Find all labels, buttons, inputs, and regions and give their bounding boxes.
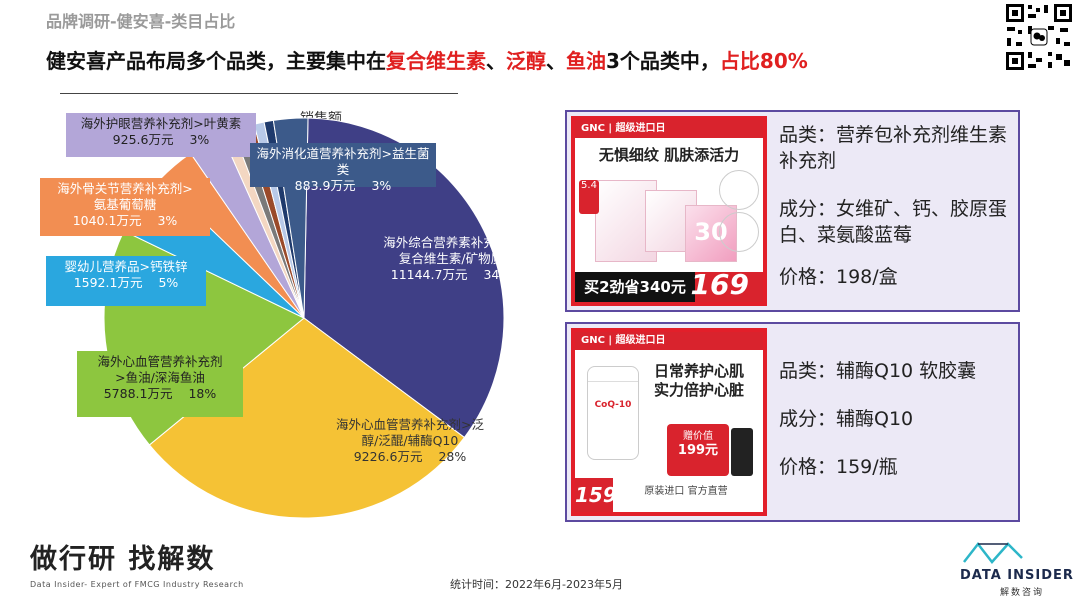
brand-logo: GNC [581, 335, 605, 346]
product-bottle: CoQ-10 [587, 366, 639, 460]
pie-chart [103, 117, 505, 519]
price-text: 价格：198/盒 [779, 266, 898, 288]
label-subcategory: 氨基葡萄糖 [93, 197, 157, 212]
image-footer: 原装进口 官方直营 [644, 486, 728, 497]
qr-code-icon [1004, 2, 1074, 72]
image-title: 无惧细纹 肌肤添活力 [598, 146, 740, 164]
slogan-subtitle: Data Insider- Expert of FMCG Industry Re… [30, 580, 244, 589]
product-card-coq10: GNC | 超级进口日 日常养护心肌 实力倍护心脏 CoQ-10 赠价值 199… [565, 322, 1020, 522]
label-glucosamine: 海外骨关节营养补充剂> 氨基葡萄糖 1040.1万元 3% [40, 178, 210, 236]
label-percent: 3% [157, 213, 178, 228]
label-subcategory: >鱼油/深海鱼油 [115, 370, 205, 385]
card-info: 品类：辅酶Q10 软胶囊 成分：辅酶Q10 价格：159/瓶 [779, 358, 1010, 480]
brand-tag: 超级进口日 [615, 123, 666, 134]
label-value: 9226.6万元 28% [330, 449, 490, 465]
brand-bar: GNC | 超级进口日 [575, 120, 763, 138]
headline-sep: 、 [486, 49, 506, 73]
brand-tag: 超级进口日 [615, 335, 666, 346]
category-text: 品类：营养包补充剂维生素补充剂 [779, 124, 1008, 172]
label-fish-oil: 海外心血管营养补充剂 >鱼油/深海鱼油 5788.1万元 18% [77, 351, 243, 417]
ingredients-text: 成分：女维矿、钙、胶原蛋白、菜氨酸蓝莓 [779, 198, 1008, 246]
label-value: 925.6万元 3% [72, 132, 250, 148]
label-coq10: 海外心血管营养补充剂>泛 醇/泛醌/辅酶Q10 9226.6万元 28% [324, 414, 496, 468]
label-percent: 5% [158, 275, 179, 290]
product-image: GNC | 超级进口日 日常养护心肌 实力倍护心脏 CoQ-10 赠价值 199… [571, 328, 767, 516]
label-percent: 28% [438, 449, 467, 464]
label-multivitamin: 海外综合营养素补充剂> 复合维生素/矿物质 11144.7万元 34% [366, 232, 536, 286]
label-calcium-iron-zinc: 婴幼儿营养品>钙铁锌 1592.1万元 5% [46, 256, 206, 306]
badge-circle [719, 212, 759, 252]
product-image: GNC | 超级进口日 无惧细纹 肌肤添活力 30 5.4 买2劲省340元 1… [571, 116, 767, 306]
label-amount: 883.9万元 [294, 178, 356, 193]
gift-offer: 赠价值 199元 [667, 424, 729, 476]
label-lutein: 海外护眼营养补充剂>叶黄素 925.6万元 3% [66, 113, 256, 157]
headline-text: 3个品类中， [606, 49, 720, 73]
label-amount: 1040.1万元 [72, 213, 142, 228]
label-percent: 18% [188, 386, 217, 401]
headline-highlight: 占比80% [719, 49, 808, 73]
price-bar: 买2劲省340元 169 [575, 268, 763, 302]
product-card-multivitamin: GNC | 超级进口日 无惧细纹 肌肤添活力 30 5.4 买2劲省340元 1… [565, 110, 1020, 312]
card-info: 品类：营养包补充剂维生素补充剂 成分：女维矿、钙、胶原蛋白、菜氨酸蓝莓 价格：1… [779, 122, 1010, 290]
label-category: 海外心血管营养补充剂 [97, 354, 223, 369]
small-bottle [731, 428, 753, 476]
label-category: 海外心血管营养补充剂>泛 [336, 417, 484, 432]
label-percent: 3% [371, 178, 392, 193]
label-category: 海外护眼营养补充剂>叶黄素 [80, 116, 242, 131]
image-title: 日常养护心肌 实力倍护心脏 [635, 362, 763, 400]
category-text: 品类：辅酶Q10 软胶囊 [779, 360, 977, 382]
label-value: 11144.7万元 34% [372, 267, 530, 283]
chart-divider [60, 93, 458, 94]
label-amount: 11144.7万元 [390, 267, 468, 282]
label-subcategory: 醇/泛醌/辅酶Q10 [361, 433, 459, 448]
headline-sep: 、 [546, 49, 566, 73]
brand-bar: GNC | 超级进口日 [575, 332, 763, 350]
data-insider-logo-icon [963, 541, 1023, 564]
label-subcategory: 复合维生素/矿物质 [398, 251, 504, 266]
offer-price: 199元 [677, 443, 719, 458]
label-category: 海外综合营养素补充剂> [383, 235, 519, 250]
page-headline: 健安喜产品布局多个品类，主要集中在复合维生素、泛醇、鱼油3个品类中，占比80% [46, 45, 808, 74]
price-tag: 169 [690, 268, 749, 301]
ingredients-text: 成分：辅酶Q10 [779, 408, 914, 430]
brand-name-cn: 解数咨询 [1000, 588, 1045, 598]
slogan: 做行研 找解数 [30, 544, 216, 575]
image-title-line: 实力倍护心脏 [653, 381, 744, 399]
headline-highlight: 泛醇 [506, 49, 546, 73]
label-value: 1592.1万元 5% [52, 275, 200, 291]
brand-logo: GNC [581, 123, 605, 134]
label-probiotics: 海外消化道营养补充剂>益生菌类 883.9万元 3% [250, 143, 436, 193]
headline-highlight: 复合维生素 [386, 49, 486, 73]
image-title-line: 日常养护心肌 [653, 362, 744, 380]
price-tag: 159 [575, 478, 617, 512]
deal-text: 买2劲省340元 [575, 272, 695, 302]
label-percent: 3% [189, 132, 210, 147]
stat-period: 统计时间：2022年6月-2023年5月 [450, 578, 623, 591]
badge-circle [719, 170, 759, 210]
label-amount: 925.6万元 [112, 132, 174, 147]
brand-name: DATA INSIDER [960, 568, 1074, 583]
headline-highlight: 鱼油 [566, 49, 606, 73]
label-category: 海外消化道营养补充剂>益生菌类 [256, 146, 430, 177]
discount-tag: 5.4 [579, 180, 599, 214]
offer-text: 赠价值 [683, 431, 713, 442]
price-text: 价格：159/瓶 [779, 456, 898, 478]
label-value: 5788.1万元 18% [83, 386, 237, 402]
breadcrumb: 品牌调研-健安喜-类目占比 [46, 12, 236, 31]
label-value: 1040.1万元 3% [46, 213, 204, 229]
label-amount: 5788.1万元 [103, 386, 173, 401]
label-category: 婴幼儿营养品>钙铁锌 [64, 259, 188, 274]
label-amount: 9226.6万元 [353, 449, 423, 464]
pie-slice-0 [303, 117, 505, 439]
label-amount: 1592.1万元 [73, 275, 143, 290]
label-value: 883.9万元 3% [256, 178, 430, 194]
label-category: 海外骨关节营养补充剂> [57, 181, 193, 196]
headline-text: 健安喜产品布局多个品类，主要集中在 [46, 49, 386, 73]
pie-slice-1 [148, 317, 466, 519]
bottle-label: CoQ-10 [594, 400, 632, 410]
label-percent: 34% [483, 267, 512, 282]
